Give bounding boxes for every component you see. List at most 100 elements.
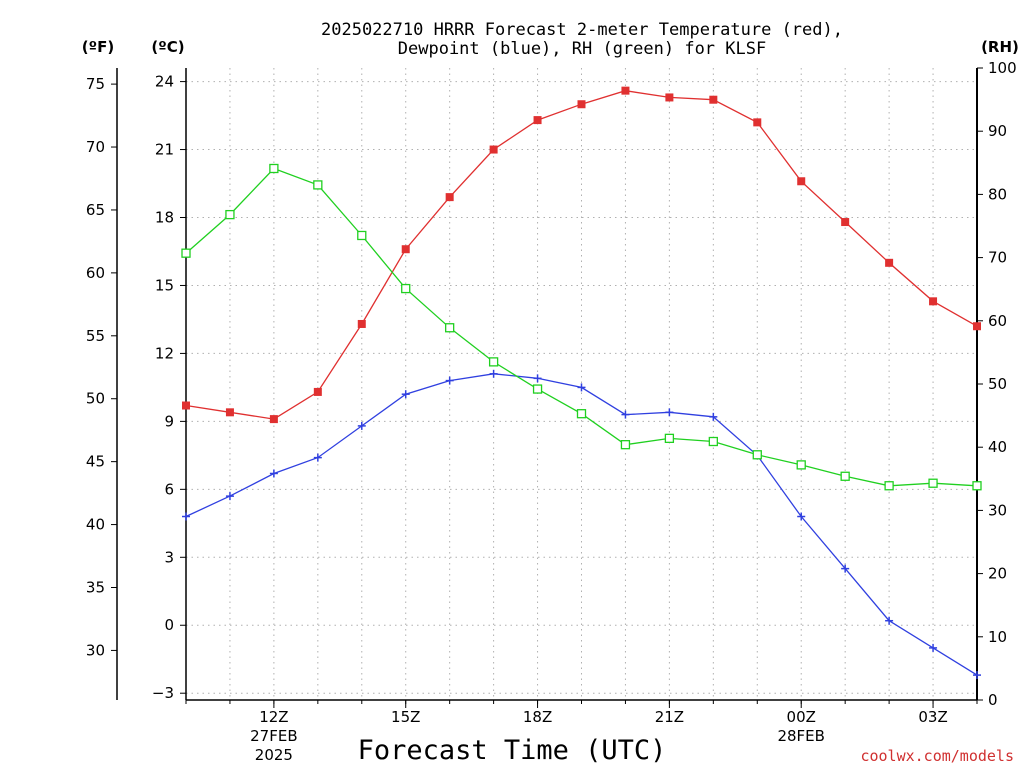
temperature-point xyxy=(929,297,938,306)
fahrenheit-tick-label: 40 xyxy=(86,516,105,534)
rh-tick-label: 30 xyxy=(988,501,1007,519)
rh-point xyxy=(796,460,806,470)
celsius-tick-label: 9 xyxy=(164,412,174,430)
rh-point xyxy=(225,209,235,220)
temperature-point xyxy=(269,415,278,424)
fahrenheit-tick-label: 75 xyxy=(86,75,105,93)
rh-point xyxy=(752,450,762,460)
rh-point xyxy=(708,436,718,447)
fahrenheit-axis-unit: (ºF) xyxy=(82,38,114,56)
temperature-point xyxy=(621,86,630,95)
rh-point xyxy=(488,357,499,367)
rh-point xyxy=(972,481,982,491)
rh-tick-label: 80 xyxy=(988,185,1007,203)
dewpoint-point xyxy=(401,390,410,399)
dewpoint-point xyxy=(709,412,718,421)
rh-tick-label: 60 xyxy=(988,312,1007,330)
celsius-tick-label: 18 xyxy=(155,209,174,227)
rh-point xyxy=(181,248,191,258)
rh-point xyxy=(532,384,543,394)
fahrenheit-tick-label: 35 xyxy=(86,578,105,596)
x-tick-label: 15Z xyxy=(391,708,420,726)
x-tick-label: 18Z xyxy=(523,708,552,726)
rh-point xyxy=(357,230,367,241)
celsius-tick-label: −3 xyxy=(152,684,174,702)
dewpoint-point xyxy=(885,616,894,625)
dewpoint-point xyxy=(182,512,190,521)
celsius-axis-unit: (ºC) xyxy=(151,38,184,56)
temperature-point xyxy=(665,93,674,102)
rh-point xyxy=(401,283,411,294)
temperature-point xyxy=(885,258,894,267)
chart-title-line2: Dewpoint (blue), RH (green) for KLSF xyxy=(398,39,766,59)
fahrenheit-tick-label: 50 xyxy=(86,390,105,408)
rh-tick-label: 0 xyxy=(988,691,998,709)
temperature-point xyxy=(445,193,454,202)
temperature-point xyxy=(841,218,850,227)
fahrenheit-tick-label: 55 xyxy=(86,327,105,345)
dewpoint-point xyxy=(841,564,850,573)
x-tick-label: 00Z xyxy=(787,708,816,726)
rh-axis-unit: (RH) xyxy=(981,38,1019,56)
temperature-point xyxy=(225,408,234,417)
rh-point xyxy=(884,481,894,491)
credit-text: coolwx.com/models xyxy=(860,747,1014,765)
x-tick-label: 12Z xyxy=(259,708,288,726)
celsius-tick-label: 12 xyxy=(155,344,174,362)
temperature-point xyxy=(797,177,806,186)
x-tick-label: 03Z xyxy=(918,708,947,726)
rh-tick-label: 10 xyxy=(988,628,1007,646)
dewpoint-point xyxy=(445,376,454,385)
dewpoint-point xyxy=(313,453,322,462)
rh-tick-label: 70 xyxy=(988,249,1007,267)
fahrenheit-tick-label: 30 xyxy=(86,641,105,659)
dewpoint-point xyxy=(225,492,234,501)
temperature-point xyxy=(577,100,586,109)
rh-tick-label: 100 xyxy=(988,59,1017,77)
celsius-tick-label: 21 xyxy=(155,141,174,159)
fahrenheit-tick-label: 45 xyxy=(86,453,105,471)
rh-point xyxy=(840,471,850,481)
celsius-tick-label: 3 xyxy=(164,548,174,566)
x-axis-title: Forecast Time (UTC) xyxy=(358,735,667,766)
tick-labels: 30 35 40 45 50 55 60 65 70 75 −3 0 3 6 9 12 15 18 21 24 0 10 2… xyxy=(86,59,1017,764)
temperature-point xyxy=(709,95,718,104)
temperature-point xyxy=(973,322,981,331)
temperature-point xyxy=(489,145,498,154)
dewpoint-point xyxy=(489,369,498,378)
temperature-point xyxy=(533,116,542,125)
rh-tick-label: 90 xyxy=(988,122,1007,140)
celsius-tick-label: 15 xyxy=(155,276,174,294)
x-tick-year-label: 2025 xyxy=(255,746,293,764)
rh-point xyxy=(664,433,675,444)
rh-point xyxy=(576,409,587,419)
temperature-point xyxy=(401,245,410,254)
temperature-point xyxy=(753,118,762,127)
temperature-point xyxy=(182,401,190,410)
fahrenheit-tick-label: 60 xyxy=(86,264,105,282)
rh-point xyxy=(313,180,323,190)
chart-title-line1: 2025022710 HRRR Forecast 2-meter Tempera… xyxy=(321,20,843,40)
rh-point xyxy=(620,440,631,450)
dewpoint-point xyxy=(797,512,806,521)
celsius-tick-label: 6 xyxy=(164,480,174,498)
rh-tick-label: 50 xyxy=(988,375,1007,393)
series-lines xyxy=(181,86,982,680)
x-tick-date-label: 27FEB xyxy=(250,727,297,745)
x-tick-date-label: 28FEB xyxy=(777,727,824,745)
temperature-point xyxy=(313,387,322,396)
celsius-tick-label: 24 xyxy=(155,73,174,91)
dewpoint-point xyxy=(621,410,630,419)
dewpoint-point xyxy=(577,383,586,392)
dewpoint-point xyxy=(533,374,542,383)
fahrenheit-tick-label: 65 xyxy=(86,201,105,219)
rh-tick-label: 20 xyxy=(988,565,1007,583)
fahrenheit-tick-label: 70 xyxy=(86,138,105,156)
grid-lines xyxy=(186,68,977,700)
axes xyxy=(111,67,983,708)
celsius-tick-label: 0 xyxy=(164,616,174,634)
dewpoint-point xyxy=(269,469,278,478)
temperature-point xyxy=(357,319,366,328)
dewpoint-point xyxy=(665,408,674,417)
